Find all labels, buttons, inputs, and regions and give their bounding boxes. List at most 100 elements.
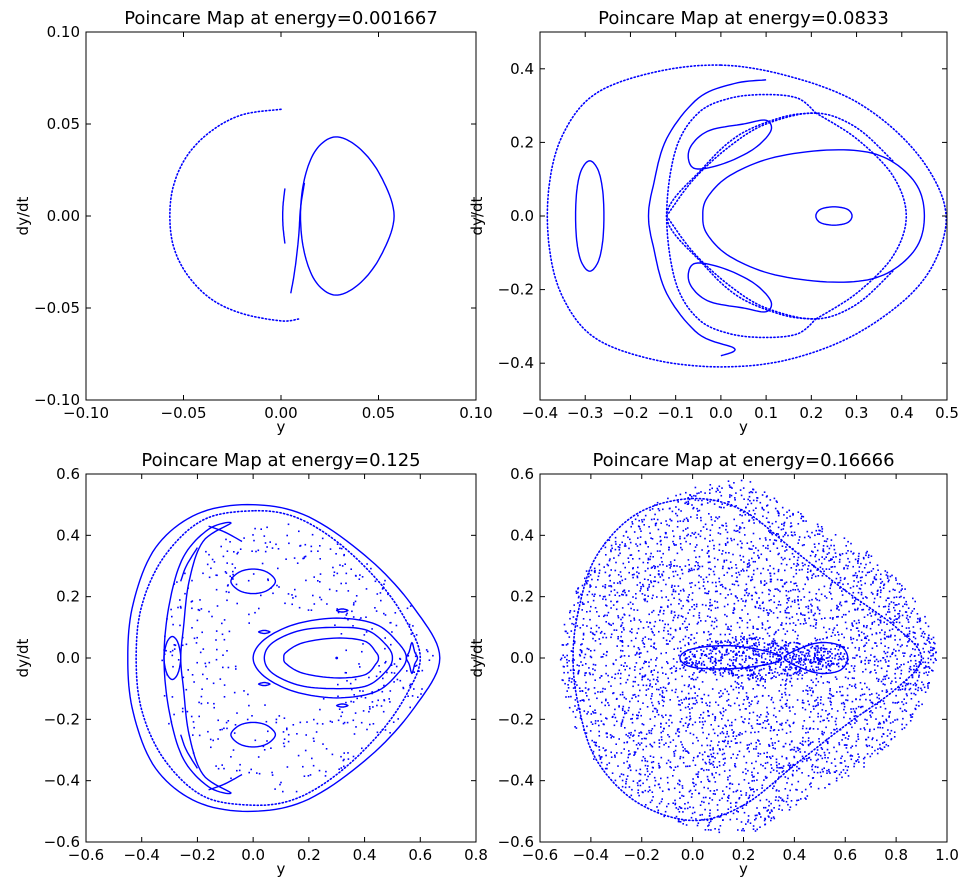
scatter-point <box>851 755 854 757</box>
scatter-point <box>592 750 595 753</box>
scatter-point <box>566 665 569 667</box>
scatter-point <box>769 550 772 552</box>
scatter-point <box>722 790 724 792</box>
scatter-point <box>785 549 788 551</box>
scatter-point <box>585 681 587 684</box>
scatter-point <box>294 595 297 598</box>
scatter-point <box>799 742 802 744</box>
scatter-point <box>831 581 833 584</box>
scatter-point <box>731 672 733 675</box>
scatter-point <box>675 544 677 546</box>
scatter-point <box>918 664 921 667</box>
scatter-point <box>807 700 809 702</box>
scatter-point <box>749 668 751 671</box>
scatter-point <box>831 618 834 620</box>
scatter-point <box>687 559 690 561</box>
scatter-point <box>738 531 741 534</box>
scatter-point <box>709 820 712 823</box>
scatter-point <box>786 782 788 784</box>
scatter-point <box>857 591 860 594</box>
scatter-point <box>768 665 771 668</box>
scatter-point <box>858 570 860 573</box>
scatter-point <box>875 692 878 695</box>
scatter-point <box>408 623 411 626</box>
scatter-point <box>677 616 679 619</box>
scatter-point <box>736 674 739 676</box>
scatter-point <box>837 649 840 651</box>
scatter-point <box>781 798 784 801</box>
scatter-point <box>791 552 794 555</box>
scatter-point <box>822 770 824 773</box>
scatter-point <box>783 514 785 516</box>
scatter-point <box>781 707 784 709</box>
scatter-point <box>865 738 868 741</box>
scatter-point <box>630 620 632 622</box>
scatter-point <box>805 622 807 624</box>
scatter-point <box>286 534 288 537</box>
scatter-point <box>790 605 792 608</box>
scatter-point <box>788 612 790 614</box>
scatter-point <box>698 671 701 673</box>
scatter-point <box>795 671 797 674</box>
scatter-point <box>891 653 893 655</box>
scatter-point <box>598 730 600 733</box>
scatter-point <box>747 674 750 676</box>
scatter-point <box>872 580 874 583</box>
scatter-point <box>785 563 788 566</box>
scatter-point <box>681 794 683 797</box>
scatter-point <box>718 485 721 488</box>
scatter-point <box>932 647 934 649</box>
scatter-point <box>848 610 850 613</box>
scatter-point <box>759 799 762 802</box>
scatter-point <box>649 743 651 746</box>
scatter-point <box>930 649 932 652</box>
scatter-point <box>854 558 857 561</box>
scatter-point <box>718 696 721 698</box>
scatter-point <box>809 689 812 692</box>
scatter-point <box>842 701 845 704</box>
scatter-point <box>645 689 648 691</box>
scatter-point <box>644 757 646 760</box>
scatter-point <box>618 549 621 551</box>
scatter-point <box>709 659 712 661</box>
scatter-point <box>760 816 762 818</box>
scatter-point <box>672 588 675 591</box>
scatter-point <box>654 565 657 568</box>
scatter-point <box>747 819 750 821</box>
scatter-point <box>816 533 819 535</box>
scatter-point <box>687 642 690 644</box>
scatter-point <box>721 657 724 659</box>
scatter-point <box>651 508 654 510</box>
scatter-point <box>785 683 787 685</box>
scatter-point <box>771 810 773 813</box>
scatter-point <box>738 651 740 653</box>
scatter-cloud-1 <box>161 523 434 793</box>
scatter-point <box>340 633 343 635</box>
scatter-point <box>704 523 707 526</box>
scatter-point <box>395 665 398 668</box>
scatter-point <box>819 566 822 569</box>
scatter-point <box>624 591 626 594</box>
scatter-point <box>590 721 593 723</box>
scatter-point <box>850 746 852 749</box>
scatter-point <box>361 650 363 653</box>
scatter-point <box>823 654 825 657</box>
scatter-point <box>716 766 718 768</box>
scatter-point <box>911 713 914 715</box>
scatter-point <box>694 721 697 724</box>
scatter-point <box>722 819 724 821</box>
scatter-point <box>690 796 693 798</box>
scatter-point <box>805 689 807 692</box>
scatter-point <box>819 638 821 641</box>
scatter-point <box>672 530 674 532</box>
scatter-point <box>898 612 900 615</box>
scatter-point <box>657 581 660 584</box>
scatter-point <box>179 605 182 608</box>
scatter-point <box>613 589 616 591</box>
scatter-point <box>897 689 900 691</box>
scatter-point <box>864 659 866 662</box>
scatter-point <box>572 687 575 689</box>
scatter-point <box>681 664 684 666</box>
scatter-point <box>860 562 862 565</box>
scatter-point <box>859 698 861 701</box>
